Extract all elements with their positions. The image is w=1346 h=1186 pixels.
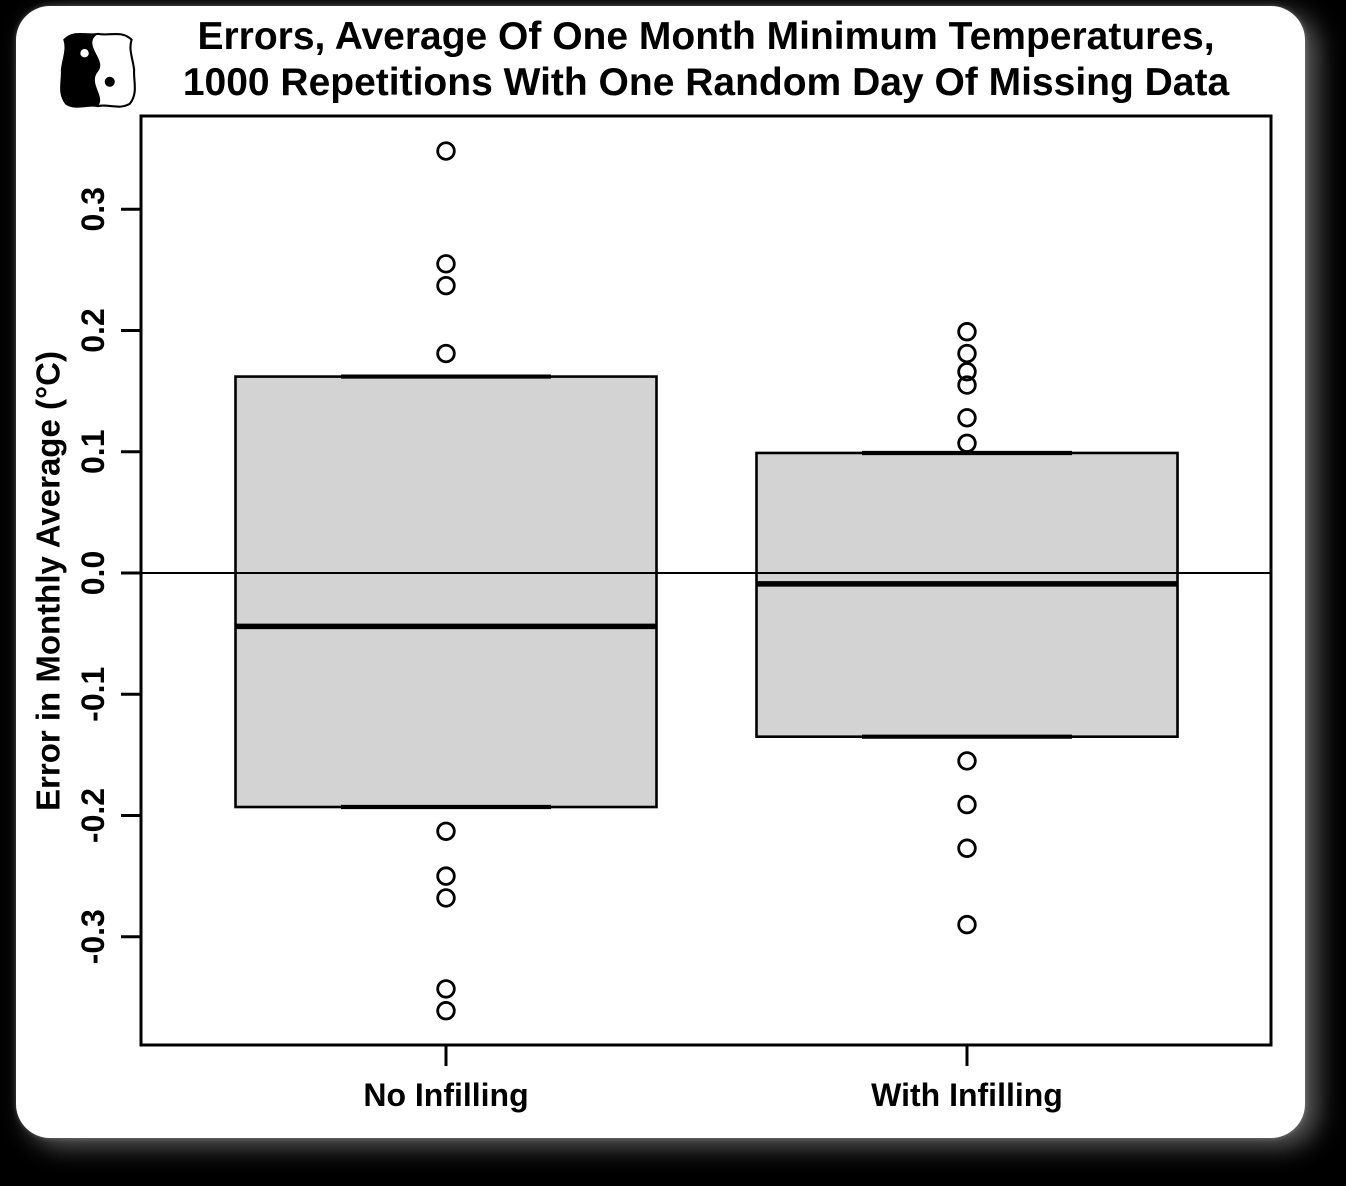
- y-axis-title: Error in Monthly Average (°C): [30, 351, 67, 811]
- y-tick-label: -0.2: [75, 788, 111, 843]
- outlier-point: [957, 362, 977, 382]
- outlier-point: [957, 375, 977, 395]
- outlier-point: [436, 141, 456, 161]
- outlier-point: [957, 343, 977, 364]
- outlier-point: [436, 275, 456, 296]
- outlier-point: [957, 838, 977, 858]
- outlier-point: [436, 821, 456, 841]
- outlier-point: [436, 888, 456, 908]
- y-tick-label: -0.3: [75, 909, 111, 964]
- chart-title-line1: Errors, Average Of One Month Minimum Tem…: [197, 15, 1215, 58]
- box-iqr: [755, 451, 1179, 738]
- y-tick-label: 0.2: [75, 308, 111, 352]
- box-iqr: [234, 375, 658, 809]
- outlier-point: [957, 433, 977, 453]
- outlier-point: [436, 866, 456, 886]
- outlier-point: [436, 979, 456, 999]
- outlier-point: [957, 322, 977, 342]
- y-tick-label: 0.0: [75, 551, 111, 595]
- yin-yang-owls-logo-icon: [60, 32, 136, 108]
- y-tick-label: 0.1: [75, 430, 111, 474]
- logo-black-half: [61, 33, 101, 107]
- x-category-label: With Infilling: [871, 1077, 1063, 1113]
- chart-title-line2: 1000 Repetitions With One Random Day Of …: [182, 61, 1230, 104]
- outlier-point: [436, 254, 456, 274]
- outlier-point: [957, 914, 977, 935]
- outlier-point: [436, 1001, 456, 1021]
- logo-white-eye: [80, 49, 89, 58]
- plot-frame: [139, 114, 1273, 1047]
- y-tick-label: -0.1: [75, 667, 111, 722]
- chart-title: Errors, Average Of One Month Minimum Tem…: [141, 14, 1271, 106]
- outlier-point: [436, 343, 456, 364]
- outlier-point: [957, 408, 977, 428]
- y-tick-label: 0.3: [75, 187, 111, 231]
- outlier-point: [957, 751, 977, 771]
- logo-black-eye: [104, 76, 115, 87]
- x-category-label: No Infilling: [363, 1077, 528, 1113]
- outlier-point: [957, 794, 977, 815]
